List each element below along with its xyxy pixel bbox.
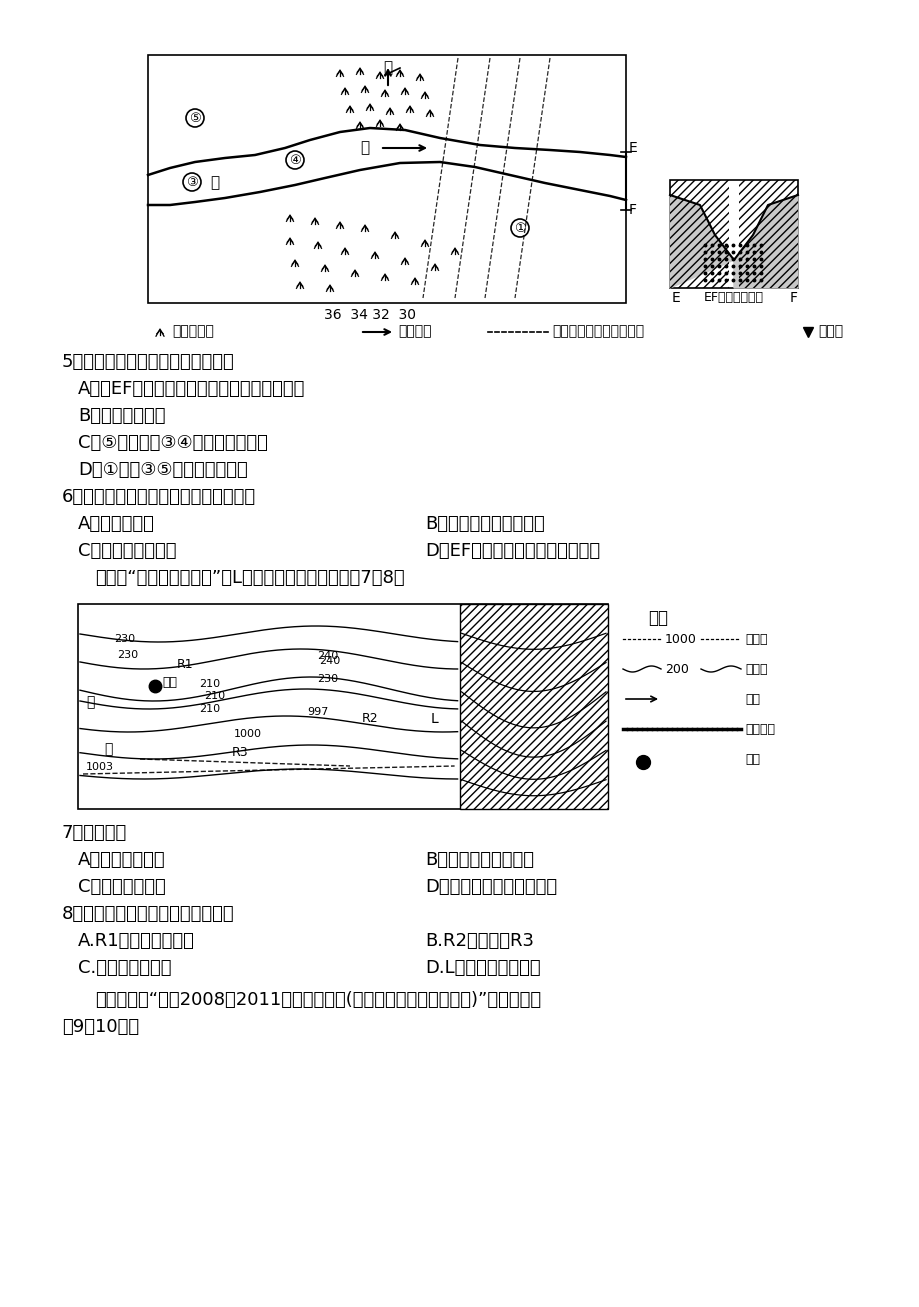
Text: A．位于南半球: A．位于南半球 bbox=[78, 515, 154, 533]
Text: 河: 河 bbox=[210, 175, 220, 191]
Polygon shape bbox=[669, 195, 733, 288]
Text: 下图为“我国2008～2011年人口统计图(不包括港澳台及海外华侨)”，读图，回: 下图为“我国2008～2011年人口统计图(不包括港澳台及海外华侨)”，读图，回 bbox=[95, 991, 540, 1009]
Text: ④: ④ bbox=[289, 153, 301, 166]
Text: 210: 210 bbox=[204, 691, 225, 701]
Text: 5．下列关于图中的说法，正确的是: 5．下列关于图中的说法，正确的是 bbox=[62, 353, 234, 371]
Text: A．在EF处，离河岸越远的地方岩石年龄越老: A．在EF处，离河岸越远的地方岩石年龄越老 bbox=[78, 380, 305, 399]
Text: B．有可能出现凌汛现象: B．有可能出现凌汛现象 bbox=[425, 515, 544, 533]
Polygon shape bbox=[733, 195, 797, 288]
Text: D．①处比③⑤处建港条件优越: D．①处比③⑤处建港条件优越 bbox=[78, 461, 247, 478]
Text: ①: ① bbox=[514, 221, 526, 234]
Text: ③: ③ bbox=[186, 175, 198, 188]
Bar bbox=[460, 604, 607, 809]
Text: F: F bbox=[629, 203, 636, 217]
Text: 210: 210 bbox=[199, 704, 221, 714]
Text: 等高线: 等高线 bbox=[744, 663, 766, 676]
Text: E: E bbox=[629, 141, 637, 156]
Bar bbox=[78, 604, 607, 809]
Text: 河流流向: 河流流向 bbox=[398, 324, 431, 339]
Text: D．甲地降水概率大于乙地: D．甲地降水概率大于乙地 bbox=[425, 878, 557, 897]
Text: 流: 流 bbox=[360, 140, 369, 156]
Bar bbox=[669, 180, 728, 288]
Text: 240: 240 bbox=[319, 656, 340, 667]
Text: D．EF附近河段是地下水补给河水: D．EF附近河段是地下水补给河水 bbox=[425, 542, 599, 559]
Text: B．甲地气温高于乙地: B．甲地气温高于乙地 bbox=[425, 851, 533, 869]
Text: 997: 997 bbox=[307, 707, 328, 718]
Bar bbox=[148, 55, 625, 303]
Text: 沉积物: 沉积物 bbox=[817, 324, 842, 339]
Bar bbox=[738, 180, 797, 288]
Text: 等压线: 等压线 bbox=[744, 633, 766, 646]
Text: D.L地为「向斜成谷」: D.L地为「向斜成谷」 bbox=[425, 959, 540, 978]
Text: 输水管道: 输水管道 bbox=[744, 723, 774, 736]
Text: 筙9～10题。: 筙9～10题。 bbox=[62, 1018, 139, 1036]
Text: 36  34 32  30: 36 34 32 30 bbox=[323, 308, 415, 322]
Text: ⑤: ⑤ bbox=[189, 111, 200, 124]
Text: 1003: 1003 bbox=[85, 762, 114, 772]
Text: 230: 230 bbox=[118, 650, 139, 660]
Text: R2: R2 bbox=[361, 712, 378, 725]
Text: 等潜水位线（单位：米）: 等潜水位线（单位：米） bbox=[551, 324, 643, 339]
Text: 河流: 河流 bbox=[744, 693, 759, 706]
Text: 图例: 图例 bbox=[647, 609, 667, 627]
Text: L: L bbox=[431, 712, 438, 725]
Text: R3: R3 bbox=[232, 745, 248, 758]
Text: 1000: 1000 bbox=[233, 729, 262, 738]
Text: 230: 230 bbox=[317, 674, 338, 684]
Text: A.R1可全程自流输水: A.R1可全程自流输水 bbox=[78, 932, 195, 950]
Text: 甲: 甲 bbox=[104, 742, 112, 755]
Text: 240: 240 bbox=[317, 651, 338, 661]
Text: C.近地面气流辐散: C.近地面气流辐散 bbox=[78, 959, 171, 978]
Text: 8．关于图示地区的叙述，正确的是: 8．关于图示地区的叙述，正确的是 bbox=[62, 904, 234, 923]
Text: 200: 200 bbox=[664, 663, 688, 676]
Text: C．⑤处河岸比③④两处侵蚀更严重: C．⑤处河岸比③④两处侵蚀更严重 bbox=[78, 434, 267, 452]
Text: A．甲地吹偏东风: A．甲地吹偏东风 bbox=[78, 851, 165, 869]
Text: 6．下列关于图中河流的说法，正确的是: 6．下列关于图中河流的说法，正确的是 bbox=[62, 488, 255, 506]
Text: 村落: 村落 bbox=[744, 753, 759, 766]
Text: E: E bbox=[671, 291, 680, 305]
Text: B.R2西流补给R3: B.R2西流补给R3 bbox=[425, 932, 533, 950]
Text: 某村: 某村 bbox=[162, 676, 176, 689]
Text: 读“南半球某地区图”及L地地质构造剥面图，回筗7～8题: 读“南半球某地区图”及L地地质构造剥面图，回筗7～8题 bbox=[95, 569, 404, 587]
Bar bbox=[669, 180, 797, 288]
Text: 7．图示时刻: 7．图示时刻 bbox=[62, 823, 127, 842]
Text: 西: 西 bbox=[383, 60, 392, 74]
Text: R1: R1 bbox=[176, 657, 193, 670]
Text: 乙: 乙 bbox=[85, 695, 94, 708]
Text: 210: 210 bbox=[199, 680, 221, 689]
Text: 落叶阔叶林: 落叶阔叶林 bbox=[172, 324, 213, 339]
Text: B．地势北高南低: B．地势北高南低 bbox=[78, 406, 165, 425]
Text: C．全年流量变化小: C．全年流量变化小 bbox=[78, 542, 176, 559]
Text: 1000: 1000 bbox=[664, 633, 696, 646]
Text: F: F bbox=[789, 291, 797, 305]
Text: 230: 230 bbox=[114, 634, 135, 644]
Text: C．乙地吹偏南风: C．乙地吹偏南风 bbox=[78, 878, 165, 897]
Bar bbox=[460, 604, 607, 809]
Text: EF处河谷剑面图: EF处河谷剑面图 bbox=[703, 291, 763, 305]
